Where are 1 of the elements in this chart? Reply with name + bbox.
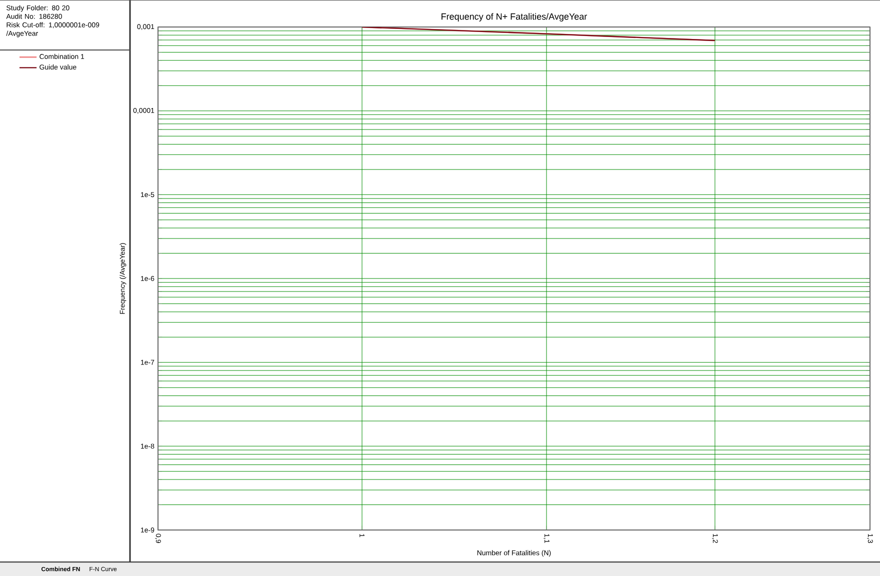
chart-title: Frequency of N+ Fatalities/AvgeYear — [442, 13, 588, 22]
